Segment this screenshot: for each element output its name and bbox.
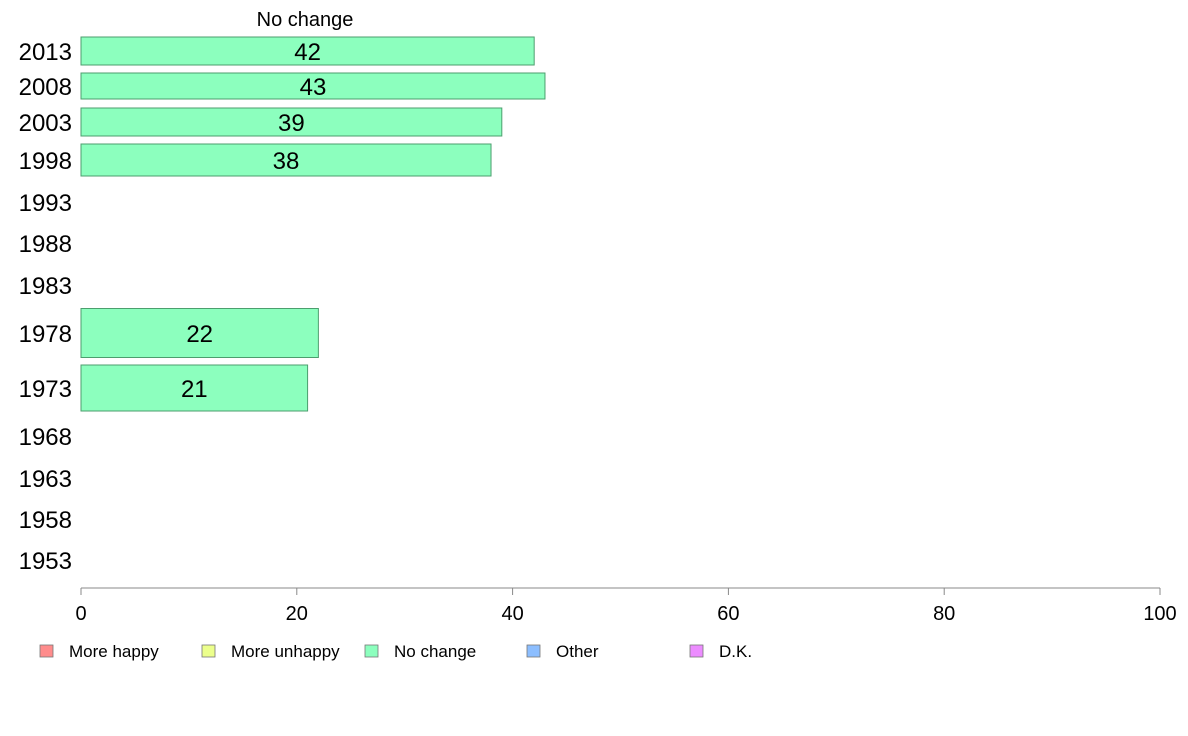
data-label-1998: 38 bbox=[273, 148, 300, 175]
legend-label-more-unhappy: More unhappy bbox=[231, 642, 340, 661]
legend-swatch-more-unhappy bbox=[201, 644, 216, 658]
bar-1998 bbox=[80, 143, 492, 177]
legend-swatch-d-k bbox=[689, 644, 704, 658]
category-label-1988: 1988 bbox=[19, 231, 72, 258]
category-label-1983: 1983 bbox=[19, 273, 72, 300]
category-label-1963: 1963 bbox=[19, 466, 72, 493]
bars bbox=[80, 36, 546, 412]
x-tick-label-0: 0 bbox=[75, 603, 86, 625]
category-label-2013: 2013 bbox=[19, 39, 72, 66]
bar-1978 bbox=[80, 308, 319, 358]
category-label-1993: 1993 bbox=[19, 190, 72, 217]
x-axis: 0 20 40 60 80 100 bbox=[75, 587, 1177, 625]
x-tick-label-80: 80 bbox=[933, 603, 955, 625]
x-tick-label-60: 60 bbox=[717, 603, 739, 625]
bar-1973 bbox=[80, 364, 309, 412]
legend-label-no-change: No change bbox=[394, 642, 476, 661]
category-label-1958: 1958 bbox=[19, 507, 72, 534]
data-label-2013: 42 bbox=[294, 39, 321, 66]
category-label-2003: 2003 bbox=[19, 110, 72, 137]
data-label-1978: 22 bbox=[186, 321, 213, 348]
data-labels: 42 43 39 38 22 21 bbox=[181, 39, 326, 403]
legend-label-other: Other bbox=[556, 642, 599, 661]
series-title: No change bbox=[257, 9, 354, 31]
category-label-2008: 2008 bbox=[19, 74, 72, 101]
x-tick-label-40: 40 bbox=[501, 603, 523, 625]
legend: More happy More unhappy No change Other D.K. bbox=[39, 642, 752, 661]
data-label-1973: 21 bbox=[181, 376, 208, 403]
data-label-2008: 43 bbox=[300, 74, 327, 101]
category-label-1953: 1953 bbox=[19, 548, 72, 575]
legend-label-more-happy: More happy bbox=[69, 642, 159, 661]
category-label-1973: 1973 bbox=[19, 376, 72, 403]
legend-swatch-no-change bbox=[364, 644, 379, 658]
x-tick-label-20: 20 bbox=[286, 603, 308, 625]
category-label-1998: 1998 bbox=[19, 148, 72, 175]
data-label-2003: 39 bbox=[278, 110, 305, 137]
x-tick-label-100: 100 bbox=[1143, 603, 1176, 625]
legend-label-d-k: D.K. bbox=[719, 642, 752, 661]
legend-swatch-other bbox=[526, 644, 541, 658]
category-label-1968: 1968 bbox=[19, 424, 72, 451]
category-label-1978: 1978 bbox=[19, 321, 72, 348]
bar-2013 bbox=[80, 36, 535, 66]
category-labels: 2013 2008 2003 1998 1993 1988 1983 1978 1973 1968… bbox=[19, 39, 72, 575]
bar-2003 bbox=[80, 107, 503, 137]
bar-2008 bbox=[80, 72, 546, 100]
legend-swatch-more-happy bbox=[39, 644, 54, 658]
